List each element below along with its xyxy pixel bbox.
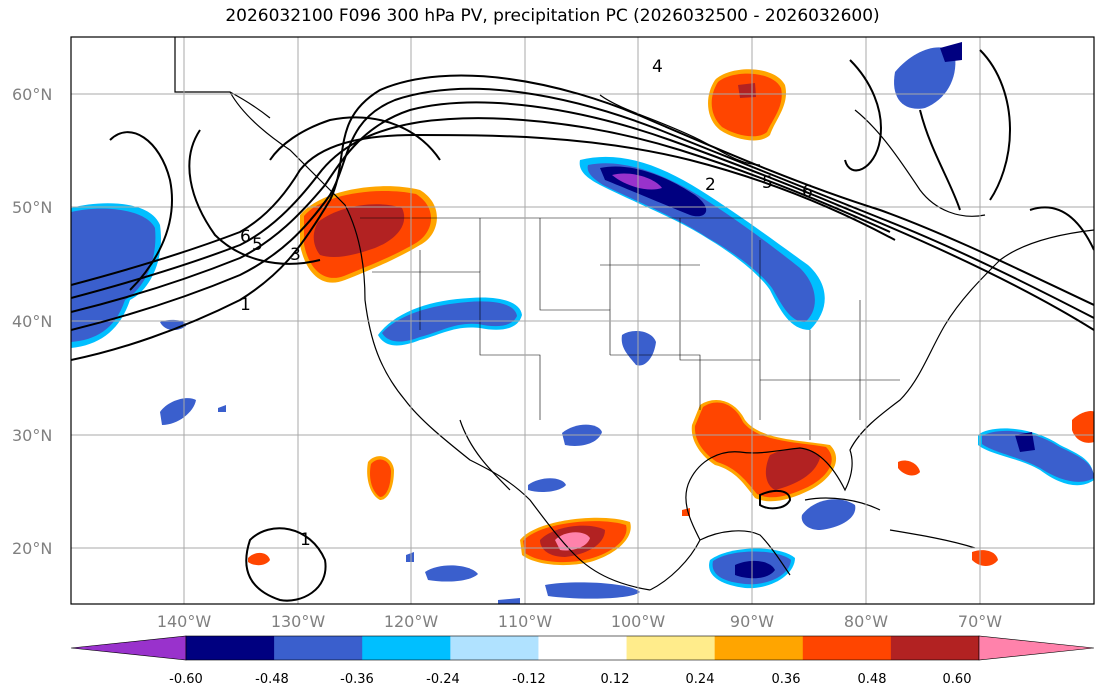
- pv-label-6: 6: [802, 182, 813, 202]
- pv-label-2: 2: [705, 175, 716, 195]
- lon-label-90: 90°W: [730, 612, 774, 631]
- pv-label-6b: 6: [240, 227, 251, 247]
- cb-tick-label: 0.36: [772, 672, 801, 687]
- cb-tick-label: -0.60: [169, 672, 203, 687]
- cb-tick-label: 0.60: [943, 672, 972, 687]
- colorbar-segment: [274, 636, 363, 660]
- colorbar-segment: [890, 636, 980, 660]
- colorbar-segment: [538, 636, 628, 660]
- colorbar-extend-low: [70, 635, 187, 661]
- cb-tick-label: 0.12: [601, 672, 630, 687]
- lon-label-130: 130°W: [271, 612, 326, 631]
- colorbar: -0.60 -0.48 -0.36 -0.24 -0.12 0.12 0.24 …: [70, 635, 1095, 687]
- pv-contours: [71, 49, 1094, 602]
- colorbar-tick-labels: -0.60 -0.48 -0.36 -0.24 -0.12 0.12 0.24 …: [169, 672, 971, 687]
- coastlines: [174, 37, 1094, 591]
- cb-tick-label: -0.48: [255, 672, 289, 687]
- colorbar-segment: [362, 636, 451, 660]
- colorbar-segment: [714, 636, 804, 660]
- colorbar-segment: [450, 636, 539, 660]
- map-frame: [70, 36, 1095, 605]
- precip-negative-regions: [71, 42, 1094, 604]
- lon-label-80: 80°W: [844, 612, 888, 631]
- pv-label-5: 5: [252, 235, 263, 255]
- lat-label-50: 50°N: [12, 198, 52, 217]
- cb-tick-label: 0.24: [686, 672, 715, 687]
- state-borders: [360, 217, 900, 440]
- colorbar-segments: [185, 635, 980, 661]
- pv-label-1b: 1: [300, 530, 311, 550]
- lon-label-140: 140°W: [157, 612, 212, 631]
- lon-label-110: 110°W: [498, 612, 553, 631]
- cb-tick-label: -0.36: [340, 672, 374, 687]
- colorbar-segment: [802, 636, 892, 660]
- cb-tick-label: 0.48: [858, 672, 887, 687]
- pv-label-5b: 5: [762, 173, 773, 193]
- pv-contour-labels: 1 2 3 4 5 6 1 6 5: [240, 57, 813, 550]
- lat-label-20: 20°N: [12, 539, 52, 558]
- precip-positive-regions: [248, 69, 1094, 566]
- pv-label-4: 4: [652, 57, 663, 77]
- cb-tick-label: -0.24: [426, 672, 460, 687]
- lat-label-40: 40°N: [12, 312, 52, 331]
- cb-tick-label: -0.12: [512, 672, 546, 687]
- lon-label-100: 100°W: [611, 612, 666, 631]
- colorbar-extend-high: [978, 635, 1095, 661]
- colorbar-segment: [626, 636, 716, 660]
- pv-label-1: 1: [240, 295, 251, 315]
- lat-label-30: 30°N: [12, 426, 52, 445]
- lat-label-60: 60°N: [12, 85, 52, 104]
- lon-label-120: 120°W: [384, 612, 439, 631]
- latitude-labels: 60°N 50°N 40°N 30°N 20°N: [12, 85, 52, 558]
- map-title: 2026032100 F096 300 hPa PV, precipitatio…: [225, 6, 880, 26]
- colorbar-segment: [186, 636, 275, 660]
- longitude-labels: 140°W 130°W 120°W 110°W 100°W 90°W 80°W …: [157, 612, 1002, 631]
- lon-label-70: 70°W: [958, 612, 1002, 631]
- pv-label-3: 3: [290, 245, 301, 265]
